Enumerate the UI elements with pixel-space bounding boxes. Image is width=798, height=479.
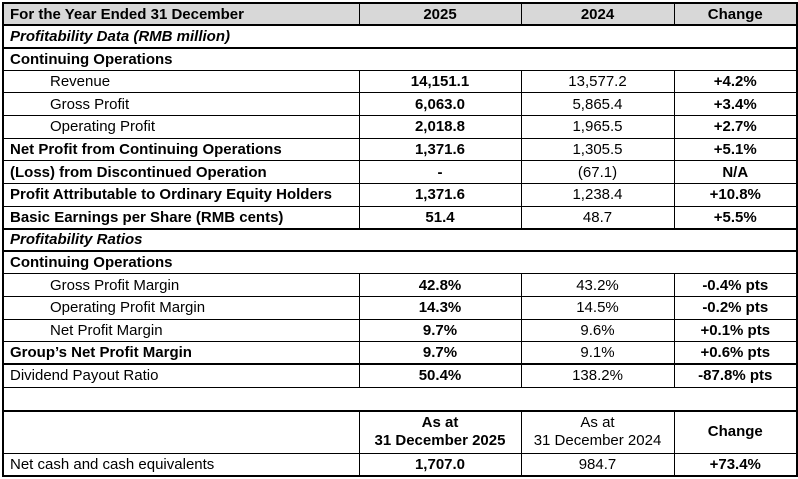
table-row: Dividend Payout Ratio 50.4% 138.2% -87.8% p… (2, 363, 798, 388)
subheader-row: As at 31 December 2025 As at 31 December … (2, 410, 798, 454)
column-header-change: Change (673, 2, 798, 26)
section-row: Profitability Ratios (2, 228, 798, 253)
value-2025: 2,018.8 (358, 115, 522, 139)
value-2024: 138.2% (520, 363, 675, 388)
row-label: Operating Profit Margin (2, 296, 360, 320)
value-2024: 9.1% (520, 341, 675, 366)
table-row: Profit Attributable to Ordinary Equity H… (2, 182, 798, 207)
table-row: Basic Earnings per Share (RMB cents) 51.4… (2, 205, 798, 230)
row-label: Revenue (2, 69, 360, 94)
row-label (2, 410, 360, 454)
table-row: (Loss) from Discontinued Operation - (67.1… (2, 160, 798, 184)
column-header-2025: 2025 (358, 2, 522, 26)
value-2024: 43.2% (520, 273, 675, 297)
value-2024: 1,965.5 (520, 115, 675, 139)
row-label: Basic Earnings per Share (RMB cents) (2, 205, 360, 230)
value-change: Change (673, 410, 798, 454)
value-2025: 1,707.0 (358, 452, 522, 477)
table-body: Profitability Data (RMB million) Continui… (2, 24, 798, 477)
value-2025: 14,151.1 (358, 69, 522, 94)
value-change: -0.2% pts (673, 296, 798, 320)
row-label: Profit Attributable to Ordinary Equity H… (2, 182, 360, 207)
value-change: +4.2% (673, 69, 798, 94)
value-2025: 14.3% (358, 296, 522, 320)
section-heading: Continuing Operations (2, 47, 798, 71)
value-2025: 9.7% (358, 318, 522, 343)
section-row: Continuing Operations (2, 47, 798, 71)
value-change: +0.6% pts (673, 341, 798, 366)
value-2025: 1,371.6 (358, 182, 522, 207)
table-header-row: For the Year Ended 31 December 2025 2024… (2, 2, 798, 26)
row-label: Group’s Net Profit Margin (2, 341, 360, 366)
table-row: Group’s Net Profit Margin 9.7% 9.1% +0.6% p… (2, 341, 798, 366)
value-change: +73.4% (673, 452, 798, 477)
value-2024: 13,577.2 (520, 69, 675, 94)
value-change: -87.8% pts (673, 363, 798, 388)
spacer-cell (2, 386, 798, 413)
value-change: N/A (673, 160, 798, 184)
value-2025: As at 31 December 2025 (358, 410, 522, 454)
value-2024: 14.5% (520, 296, 675, 320)
value-2025: 6,063.0 (358, 92, 522, 116)
row-label: Operating Profit (2, 115, 360, 139)
value-2024: 1,305.5 (520, 137, 675, 162)
value-2024: 48.7 (520, 205, 675, 230)
value-2024: As at 31 December 2024 (520, 410, 675, 454)
value-2024: 9.6% (520, 318, 675, 343)
row-label: (Loss) from Discontinued Operation (2, 160, 360, 184)
value-2024: 984.7 (520, 452, 675, 477)
table-row: Revenue 14,151.1 13,577.2 +4.2% (2, 69, 798, 94)
section-heading: Continuing Operations (2, 250, 798, 275)
value-2024: (67.1) (520, 160, 675, 184)
value-change: +2.7% (673, 115, 798, 139)
value-2025: 51.4 (358, 205, 522, 230)
row-label: Gross Profit Margin (2, 273, 360, 297)
section-heading: Profitability Data (RMB million) (2, 24, 798, 49)
value-2025: 9.7% (358, 341, 522, 366)
value-2025: - (358, 160, 522, 184)
column-header-period: For the Year Ended 31 December (2, 2, 360, 26)
section-heading: Profitability Ratios (2, 228, 798, 253)
table-row: Net cash and cash equivalents 1,707.0 984.… (2, 452, 798, 477)
section-row: Continuing Operations (2, 250, 798, 275)
value-2025: 50.4% (358, 363, 522, 388)
value-2025: 1,371.6 (358, 137, 522, 162)
value-change: +0.1% pts (673, 318, 798, 343)
row-label: Net cash and cash equivalents (2, 452, 360, 477)
value-change: -0.4% pts (673, 273, 798, 297)
table-row: Gross Profit Margin 42.8% 43.2% -0.4% pts (2, 273, 798, 297)
row-label: Net Profit Margin (2, 318, 360, 343)
value-change: +10.8% (673, 182, 798, 207)
value-change: +3.4% (673, 92, 798, 116)
value-2024: 5,865.4 (520, 92, 675, 116)
row-label: Net Profit from Continuing Operations (2, 137, 360, 162)
value-2025: 42.8% (358, 273, 522, 297)
value-change: +5.1% (673, 137, 798, 162)
table-row: Operating Profit Margin 14.3% 14.5% -0.2% p… (2, 296, 798, 320)
column-header-2024: 2024 (520, 2, 675, 26)
row-label: Dividend Payout Ratio (2, 363, 360, 388)
section-row: Profitability Data (RMB million) (2, 24, 798, 49)
value-change: +5.5% (673, 205, 798, 230)
value-2024: 1,238.4 (520, 182, 675, 207)
table-row: Operating Profit 2,018.8 1,965.5 +2.7% (2, 115, 798, 139)
table-row: Net Profit Margin 9.7% 9.6% +0.1% pts (2, 318, 798, 343)
row-label: Gross Profit (2, 92, 360, 116)
gap-row (2, 386, 798, 413)
table-row: Net Profit from Continuing Operations 1,3… (2, 137, 798, 162)
table-row: Gross Profit 6,063.0 5,865.4 +3.4% (2, 92, 798, 116)
